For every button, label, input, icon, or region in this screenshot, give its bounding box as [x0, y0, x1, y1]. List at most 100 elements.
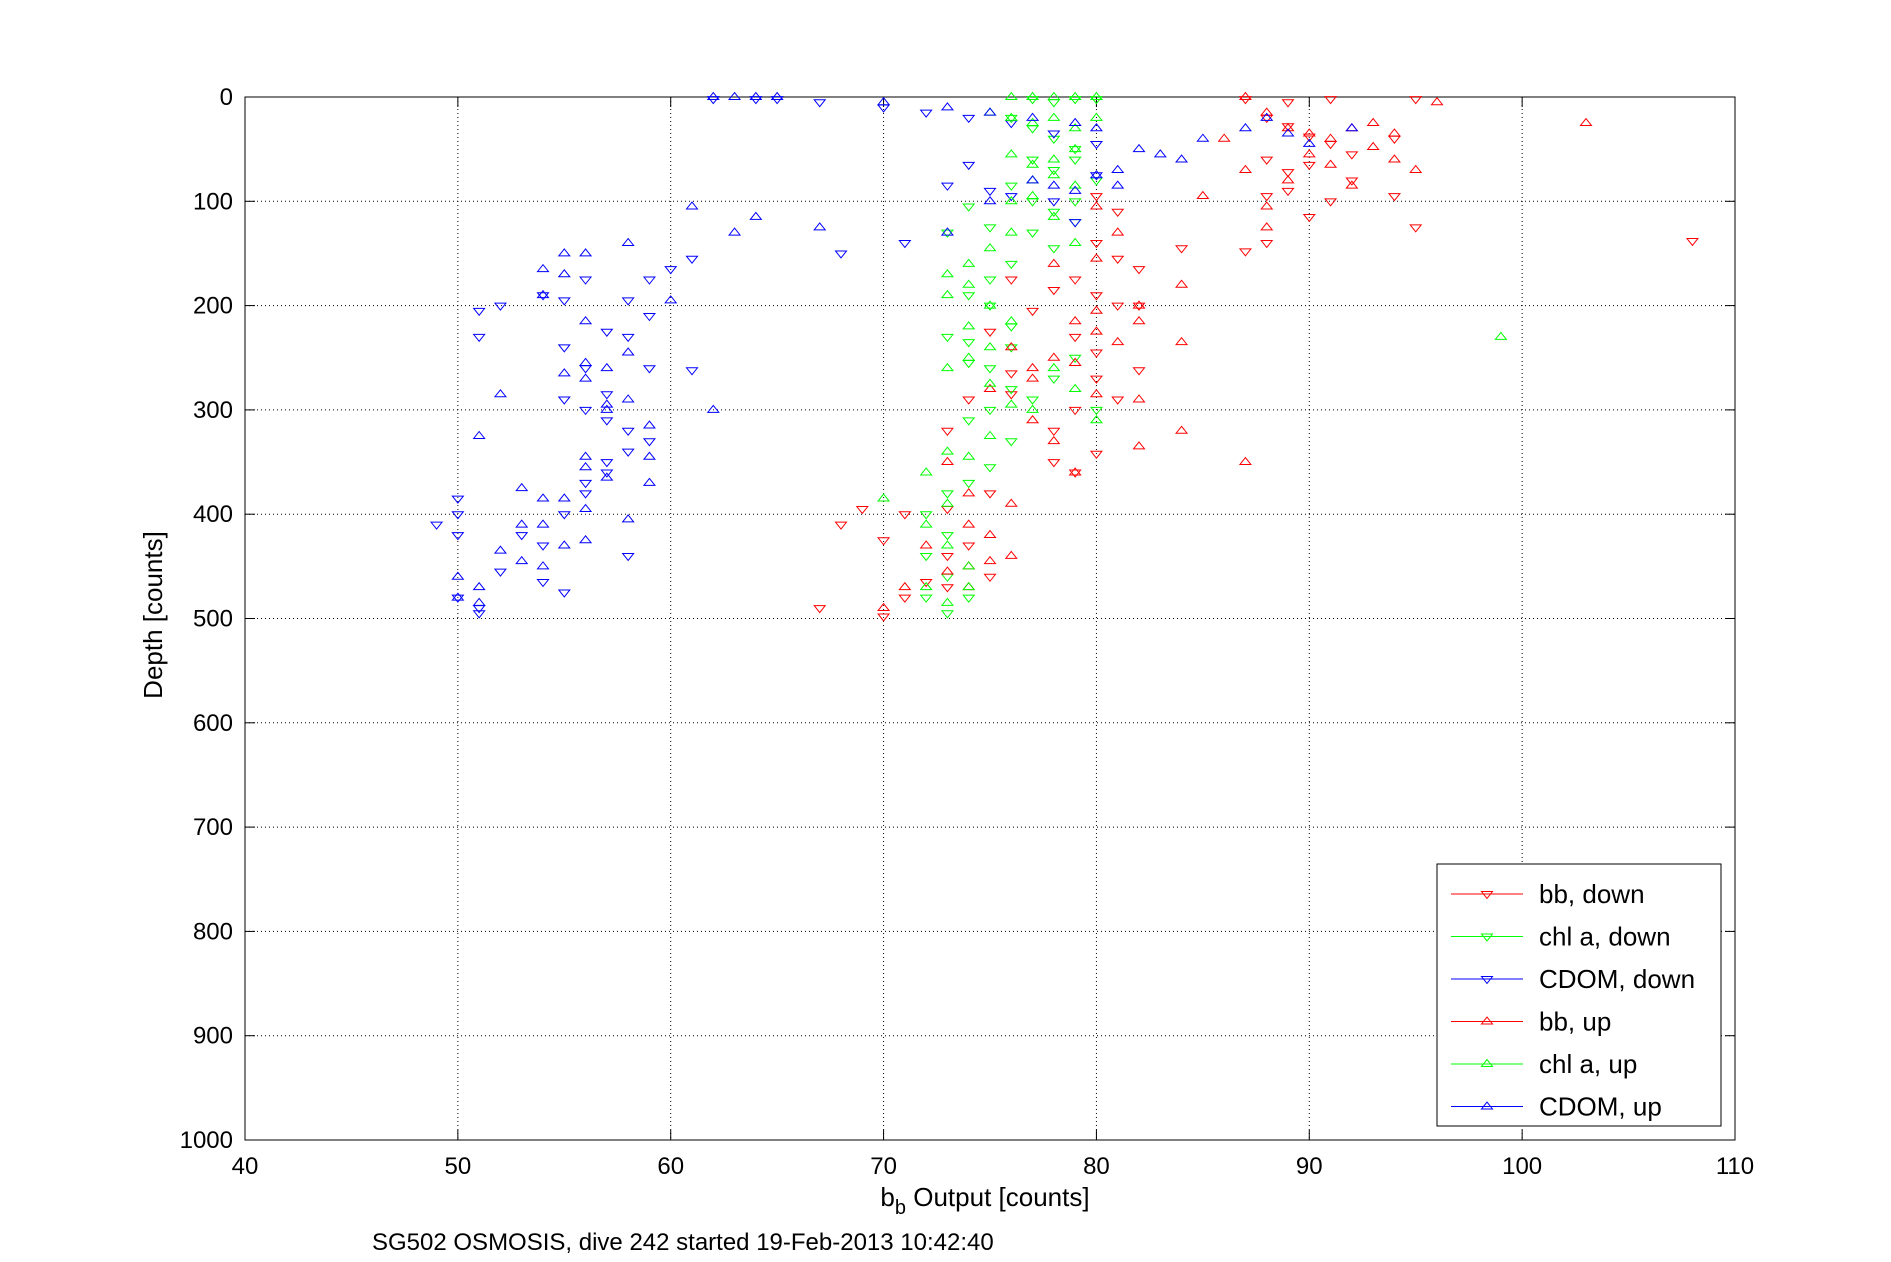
data-point: [1026, 396, 1040, 405]
data-point: [600, 459, 614, 468]
legend-marker: [1480, 1101, 1494, 1110]
data-point: [1026, 404, 1040, 413]
data-point: [493, 568, 507, 577]
data-point: [1387, 154, 1401, 163]
data-point: [1132, 266, 1146, 275]
data-point: [1153, 149, 1167, 158]
y-tick-label: 500: [193, 606, 233, 633]
data-point: [621, 552, 635, 562]
data-point: [1132, 441, 1146, 450]
data-point: [1324, 133, 1338, 142]
data-point: [1089, 140, 1103, 150]
data-point: [1026, 112, 1040, 121]
data-point: [1260, 240, 1274, 249]
data-point: [1132, 300, 1146, 309]
data-point: [1175, 245, 1189, 254]
data-point: [642, 313, 656, 322]
data-point: [1089, 193, 1103, 202]
data-point: [1026, 190, 1040, 200]
data-point: [962, 339, 976, 348]
x-tick-label: 100: [1502, 1153, 1542, 1180]
data-point: [749, 96, 763, 105]
data-point: [1345, 177, 1359, 186]
data-point: [983, 383, 997, 393]
legend-label: chl a, down: [1539, 922, 1671, 952]
data-point: [1026, 96, 1040, 105]
y-tick-label: 1000: [180, 1127, 233, 1154]
data-point: [1068, 146, 1082, 155]
data-point: [1260, 107, 1274, 116]
data-point: [940, 456, 954, 466]
data-point: [1324, 159, 1338, 168]
data-point: [536, 493, 550, 502]
data-point: [919, 540, 933, 549]
legend-entry: bb, down: [1451, 879, 1645, 909]
data-point: [1132, 367, 1146, 376]
data-point: [557, 511, 571, 520]
data-point: [1004, 276, 1018, 285]
x-tick-label: 50: [445, 1153, 472, 1180]
data-point: [1026, 91, 1040, 100]
data-point: [557, 368, 571, 377]
data-point: [1089, 172, 1103, 181]
data-point: [1281, 169, 1295, 178]
data-point: [579, 534, 593, 544]
data-point: [962, 417, 976, 426]
data-point: [983, 196, 997, 205]
data-point: [983, 342, 997, 351]
data-point: [1175, 279, 1189, 288]
data-point: [1111, 302, 1125, 311]
data-point: [536, 263, 550, 273]
data-point: [1111, 336, 1125, 346]
data-point: [855, 506, 869, 515]
data-point: [1175, 336, 1189, 346]
data-point: [940, 269, 954, 278]
data-point: [1324, 198, 1338, 207]
y-axis-label: Depth [counts]: [138, 531, 168, 699]
data-point: [1047, 169, 1061, 179]
data-point: [1047, 91, 1061, 100]
data-point: [1047, 435, 1061, 445]
data-point: [1238, 164, 1252, 173]
data-point: [983, 555, 997, 565]
grid: [245, 97, 1735, 1140]
data-point: [1068, 333, 1082, 343]
data-point: [983, 242, 997, 252]
data-point: [600, 328, 614, 337]
data-point: [1409, 224, 1423, 233]
data-point: [1004, 149, 1018, 158]
data-point: [962, 114, 976, 124]
data-point: [1089, 406, 1103, 416]
data-point: [1089, 388, 1103, 398]
y-tick-label: 100: [193, 188, 233, 215]
data-point: [1068, 315, 1082, 325]
data-point: [813, 222, 827, 231]
data-point: [557, 540, 571, 549]
data-point: [919, 519, 933, 528]
data-point: [1068, 117, 1082, 127]
data-point: [1132, 394, 1146, 403]
data-point: [706, 96, 720, 105]
series-cdom-down: [430, 96, 1103, 619]
data-point: [1132, 143, 1146, 153]
data-point: [1004, 386, 1018, 395]
data-point: [1068, 276, 1082, 285]
data-point: [579, 479, 593, 489]
data-point: [1026, 117, 1040, 127]
data-point: [1004, 112, 1018, 121]
data-point: [1026, 156, 1040, 165]
data-point: [1281, 128, 1295, 137]
data-point: [1260, 193, 1274, 202]
data-point: [834, 521, 848, 530]
data-point: [1026, 307, 1040, 317]
data-point: [962, 519, 976, 528]
x-tick-label: 60: [657, 1153, 684, 1180]
data-point: [1047, 427, 1061, 437]
data-point: [1175, 425, 1189, 434]
data-point: [877, 493, 891, 502]
data-point: [621, 394, 635, 403]
data-point: [472, 581, 486, 591]
legend-label: CDOM, up: [1539, 1092, 1662, 1122]
data-point: [1196, 190, 1210, 200]
series-cdom-up: [451, 91, 1359, 606]
